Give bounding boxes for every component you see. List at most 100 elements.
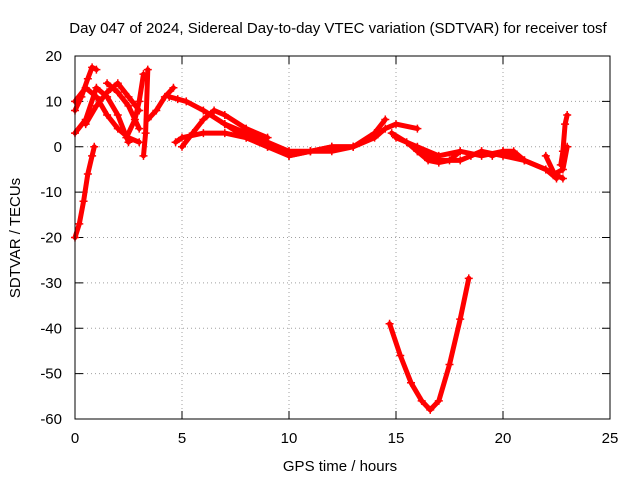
x-tick-label: 20 bbox=[495, 430, 512, 447]
data-point bbox=[434, 396, 443, 405]
data-point bbox=[79, 197, 88, 206]
data-point bbox=[413, 124, 422, 133]
data-point bbox=[135, 97, 144, 106]
data-point bbox=[178, 142, 186, 151]
data-point bbox=[456, 315, 465, 324]
data-point bbox=[381, 115, 390, 124]
data-point bbox=[306, 147, 315, 156]
y-tick-label: -30 bbox=[40, 275, 62, 292]
data-point bbox=[83, 169, 92, 178]
data-point bbox=[210, 106, 219, 115]
data-point bbox=[199, 115, 208, 124]
x-tick-label: 25 bbox=[602, 430, 619, 447]
data-point bbox=[563, 110, 572, 119]
series-arc-21 bbox=[385, 274, 473, 414]
data-point bbox=[103, 79, 112, 88]
data-point bbox=[83, 74, 92, 83]
data-point bbox=[456, 147, 465, 156]
series-trace bbox=[468, 148, 527, 163]
data-point bbox=[392, 120, 400, 129]
data-point bbox=[417, 396, 426, 405]
data-point bbox=[445, 360, 454, 369]
data-point bbox=[124, 92, 133, 101]
data-point bbox=[143, 115, 152, 124]
data-point bbox=[92, 65, 101, 74]
data-point bbox=[552, 174, 561, 183]
data-point bbox=[456, 156, 465, 165]
data-point bbox=[113, 88, 122, 97]
data-point bbox=[541, 165, 550, 174]
y-tick-label: -60 bbox=[40, 411, 62, 428]
data-point bbox=[406, 378, 415, 387]
data-point bbox=[143, 65, 152, 74]
data-point bbox=[464, 274, 473, 283]
data-point bbox=[561, 120, 570, 129]
y-tick-label: -50 bbox=[40, 366, 62, 383]
data-point bbox=[387, 129, 396, 138]
data-point bbox=[88, 63, 97, 72]
series-arc-1 bbox=[71, 142, 99, 242]
series-arc-19 bbox=[541, 142, 572, 178]
chart-title: Day 047 of 2024, Sidereal Day-to-day VTE… bbox=[69, 20, 607, 37]
y-tick-label: 10 bbox=[45, 93, 62, 110]
data-point bbox=[199, 106, 208, 115]
series-arc-18 bbox=[466, 147, 529, 165]
data-point bbox=[220, 129, 229, 138]
data-point bbox=[285, 151, 293, 160]
grid bbox=[75, 56, 610, 419]
data-point bbox=[135, 138, 144, 147]
data-point bbox=[556, 160, 565, 169]
data-point bbox=[182, 97, 191, 106]
data-point bbox=[122, 133, 131, 142]
series-arc-14 bbox=[285, 120, 422, 160]
data-point bbox=[81, 83, 90, 92]
data-point bbox=[92, 83, 101, 92]
data-point bbox=[385, 319, 394, 328]
series-trace bbox=[543, 144, 570, 177]
x-tick-label: 5 bbox=[178, 430, 186, 447]
x-tick-label: 15 bbox=[388, 430, 405, 447]
data-point bbox=[141, 129, 150, 138]
data-point bbox=[113, 124, 122, 133]
data-point bbox=[392, 133, 400, 142]
data-point bbox=[466, 151, 475, 160]
series-trace bbox=[558, 112, 570, 168]
data-point bbox=[88, 151, 97, 160]
data-point bbox=[396, 351, 405, 360]
data-series bbox=[71, 63, 572, 414]
y-tick-label: 20 bbox=[45, 48, 62, 65]
data-point bbox=[263, 138, 272, 147]
data-point bbox=[499, 147, 507, 156]
data-point bbox=[426, 405, 435, 414]
data-point bbox=[199, 129, 208, 138]
data-point bbox=[327, 142, 336, 151]
data-point bbox=[488, 151, 497, 160]
data-point bbox=[188, 129, 197, 138]
y-axis-label: SDTVAR / TECUs bbox=[7, 178, 24, 298]
data-point bbox=[178, 133, 186, 142]
data-point bbox=[171, 138, 180, 147]
data-point bbox=[113, 110, 122, 119]
data-point bbox=[113, 79, 122, 88]
data-point bbox=[558, 165, 567, 174]
y-tick-label: -40 bbox=[40, 320, 62, 337]
series-arc-9 bbox=[143, 83, 178, 124]
data-point bbox=[103, 88, 112, 97]
data-point bbox=[370, 133, 379, 142]
x-tick-label: 10 bbox=[281, 430, 298, 447]
series-trace bbox=[72, 85, 131, 145]
data-point bbox=[165, 92, 174, 101]
data-point bbox=[558, 147, 567, 156]
data-point bbox=[90, 142, 99, 151]
data-point bbox=[103, 110, 112, 119]
x-tick-label: 0 bbox=[71, 430, 79, 447]
data-point bbox=[124, 101, 133, 110]
data-point bbox=[130, 115, 139, 124]
data-point bbox=[381, 124, 390, 133]
data-point bbox=[139, 151, 148, 160]
data-point bbox=[92, 101, 101, 110]
data-point bbox=[550, 169, 559, 178]
data-point bbox=[81, 120, 90, 129]
series-arc-8 bbox=[139, 65, 152, 160]
